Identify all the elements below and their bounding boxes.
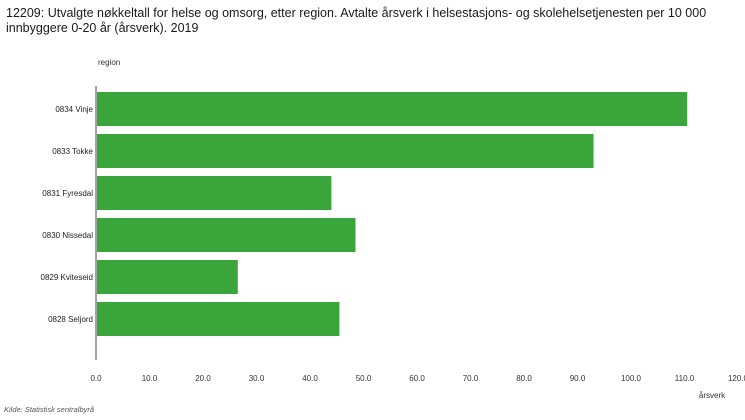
- bar-5: [97, 302, 340, 336]
- x-tick-8: 80.0: [516, 374, 532, 383]
- category-label-3: 0830 Nissedal: [42, 231, 93, 240]
- bars-group: [97, 92, 688, 336]
- chart-title: 12209: Utvalgte nøkkeltall for helse og …: [6, 6, 707, 35]
- value-axis-title: årsverk: [699, 391, 726, 400]
- category-label-2: 0831 Fyresdal: [42, 189, 93, 198]
- category-label-4: 0829 Kviteseid: [41, 273, 93, 282]
- x-tick-10: 100.0: [621, 374, 642, 383]
- category-label-1: 0833 Tokke: [52, 147, 93, 156]
- x-tick-6: 60.0: [409, 374, 425, 383]
- category-label-0: 0834 Vinje: [55, 105, 93, 114]
- x-tick-11: 110.0: [675, 374, 695, 383]
- x-tick-3: 30.0: [249, 374, 265, 383]
- x-tick-labels: 0.0 10.0 20.0 30.0 40.0 50.0 60.0 70.0 80.0 90.0 1…: [90, 374, 745, 383]
- x-tick-7: 70.0: [463, 374, 479, 383]
- x-tick-12: 120.0: [728, 374, 745, 383]
- bar-3: [97, 218, 356, 252]
- bar-4: [97, 260, 238, 294]
- category-axis-title: region: [98, 58, 120, 67]
- x-tick-1: 10.0: [142, 374, 158, 383]
- x-tick-4: 40.0: [302, 374, 318, 383]
- bar-0: [97, 92, 688, 126]
- bar-1: [97, 134, 594, 168]
- bar-2: [97, 176, 332, 210]
- category-labels: 0834 Vinje 0833 Tokke 0831 Fyresdal 0830 Ni…: [41, 105, 94, 324]
- x-tick-0: 0.0: [90, 374, 102, 383]
- category-label-5: 0828 Seljord: [48, 315, 93, 324]
- x-tick-9: 90.0: [570, 374, 586, 383]
- x-tick-2: 20.0: [195, 374, 211, 383]
- source-note: Kilde: Statistisk sentralbyrå: [4, 405, 95, 414]
- x-tick-5: 50.0: [356, 374, 372, 383]
